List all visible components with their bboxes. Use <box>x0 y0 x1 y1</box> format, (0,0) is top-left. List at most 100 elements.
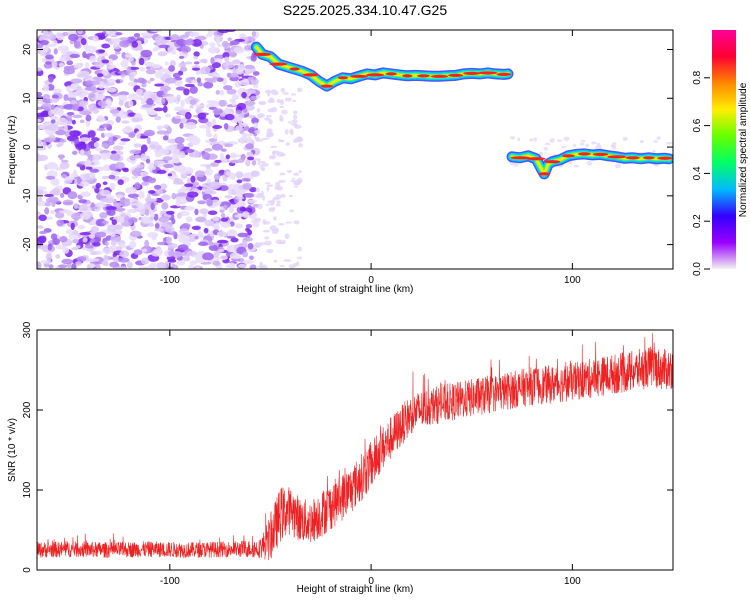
noise-blob <box>101 220 109 224</box>
noise-blob <box>93 62 105 69</box>
noise-blob <box>117 179 124 186</box>
noise-blob <box>57 108 64 116</box>
noise-blob <box>41 102 52 109</box>
noise-blob <box>63 124 68 132</box>
noise-blob <box>105 98 112 105</box>
noise-blob <box>237 64 246 72</box>
noise-blob <box>101 143 109 148</box>
noise-blob <box>79 100 89 106</box>
noise-blob <box>150 250 163 257</box>
noise-blob <box>189 99 197 106</box>
noise-blob <box>109 261 119 268</box>
noise-blob <box>251 31 257 37</box>
noise-blob <box>100 132 106 139</box>
noise-blob <box>37 261 42 269</box>
noise-blob <box>262 219 267 225</box>
noise-blob <box>47 196 59 203</box>
noise-blob <box>129 230 142 238</box>
noise-blob <box>184 206 195 211</box>
noise-blob <box>229 51 237 58</box>
noise-blob <box>214 222 220 229</box>
noise-blob <box>259 160 266 164</box>
noise-blob <box>138 57 145 66</box>
noise-blob <box>218 99 227 107</box>
noise-blob <box>97 73 104 78</box>
y-tick-label: 300 <box>22 321 33 338</box>
noise-blob <box>266 184 274 188</box>
noise-blob <box>297 87 303 93</box>
noise-blob <box>178 152 186 159</box>
noise-blob <box>202 252 214 261</box>
carrier-track-1-peak <box>430 74 449 78</box>
noise-blob <box>128 100 134 108</box>
noise-blob <box>288 264 296 269</box>
noise-blob <box>56 143 62 148</box>
noise-blob <box>297 246 302 252</box>
noise-blob <box>261 137 270 140</box>
noise-blob <box>193 51 200 57</box>
noise-blob <box>154 160 166 168</box>
noise-blob <box>274 162 281 166</box>
noise-blob <box>194 35 207 41</box>
noise-blob <box>151 64 162 69</box>
noise-blob <box>158 216 170 223</box>
noise-blob <box>203 81 214 89</box>
noise-blob <box>40 39 49 46</box>
noise-blob <box>58 62 65 68</box>
noise-blob <box>37 112 48 117</box>
noise-blob <box>164 77 177 84</box>
noise-blob <box>193 56 198 60</box>
noise-blob <box>245 159 251 167</box>
noise-blob <box>55 244 67 250</box>
noise-blob <box>95 202 107 208</box>
noise-blob <box>69 53 80 59</box>
noise-blob <box>134 182 141 190</box>
noise-blob <box>264 236 270 240</box>
y-tick-label: 10 <box>22 92 33 104</box>
noise-blob <box>46 162 58 170</box>
noise-blob <box>245 223 253 229</box>
noise-blob <box>264 89 272 94</box>
noise-blob <box>563 136 570 141</box>
noise-blob <box>109 153 121 161</box>
x-tick-label: 100 <box>564 576 581 587</box>
noise-blob <box>229 76 239 82</box>
noise-blob <box>76 73 88 78</box>
noise-blob <box>150 30 163 33</box>
noise-blob <box>143 132 151 137</box>
noise-blob <box>180 66 188 72</box>
noise-blob <box>56 117 68 126</box>
noise-blob <box>247 76 253 82</box>
carrier-track-1-peak <box>302 73 319 77</box>
noise-blob <box>275 181 281 188</box>
noise-blob <box>199 208 209 215</box>
noise-blob <box>163 87 168 96</box>
y-tick-label: 20 <box>22 44 33 56</box>
noise-blob <box>176 94 181 102</box>
noise-blob <box>119 37 129 41</box>
noise-blob <box>212 125 223 130</box>
carrier-track-2-peak <box>578 152 591 156</box>
noise-blob <box>275 203 281 207</box>
noise-blob <box>224 56 230 62</box>
noise-blob <box>262 229 270 233</box>
noise-blob <box>179 122 184 129</box>
noise-blob <box>103 254 109 262</box>
noise-blob <box>45 54 54 60</box>
noise-blob <box>171 192 177 200</box>
noise-blob <box>180 99 185 108</box>
noise-blob <box>189 85 198 94</box>
noise-blob <box>170 34 180 42</box>
noise-blob <box>140 32 153 37</box>
noise-blob <box>42 84 50 92</box>
noise-blob <box>146 80 152 84</box>
noise-blob <box>129 74 135 81</box>
noise-blob <box>42 98 47 103</box>
noise-blob <box>272 150 280 155</box>
noise-blob <box>175 199 181 207</box>
colorbar-tick-label: 0.8 <box>692 70 703 84</box>
noise-blob <box>131 175 139 180</box>
spectrogram-noise-field <box>37 30 673 269</box>
carrier-tracks <box>250 41 673 180</box>
x-tick-label: 0 <box>368 275 374 286</box>
